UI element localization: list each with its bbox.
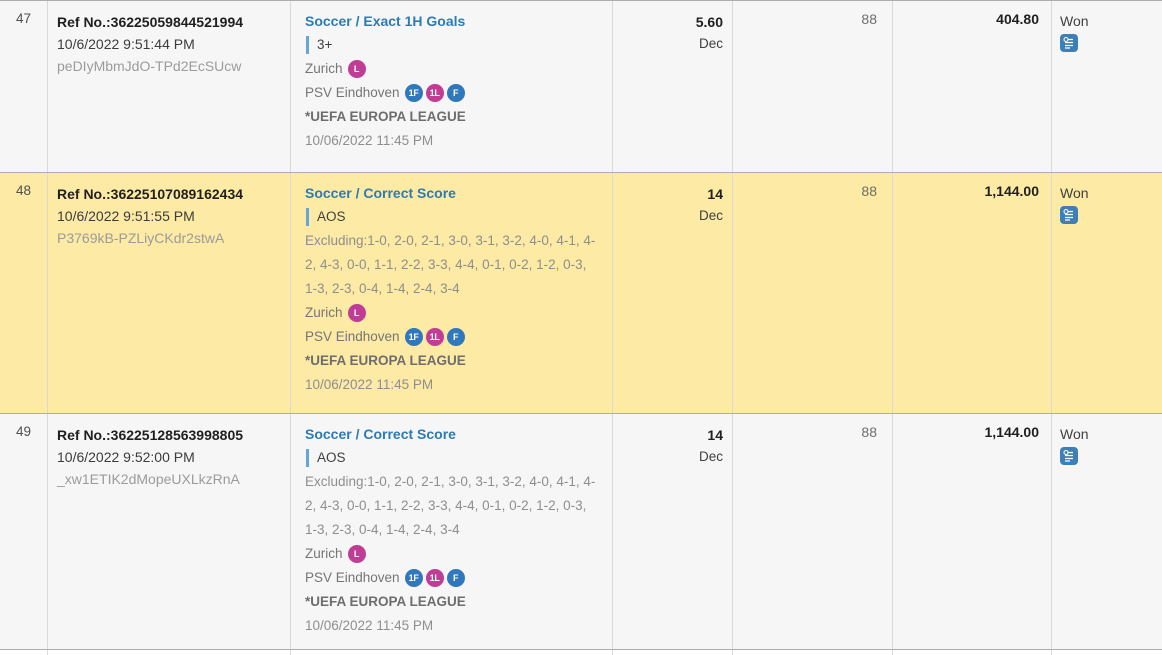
league-name: *UEFA EUROPA LEAGUE xyxy=(305,594,466,609)
user-id: P3769kB-PZLiyCKdr2stwA xyxy=(57,230,225,246)
winnings-cell: 404.80 xyxy=(893,1,1052,172)
table-row: 47 Ref No.:36225059844521994 10/6/2022 9… xyxy=(0,1,1162,173)
placed-time: 10/6/2022 9:51:55 PM xyxy=(57,208,195,224)
odds-cell: 14 Dec xyxy=(613,414,733,649)
home-team-name: Zurich xyxy=(305,305,343,320)
market-link[interactable]: Soccer / Exact 1H Goals xyxy=(305,13,466,29)
selection-label: 3+ xyxy=(306,36,600,54)
placed-time: 10/6/2022 9:51:44 PM xyxy=(57,36,195,52)
status-cell: Won xyxy=(1052,1,1162,172)
status-badge: Won xyxy=(1060,185,1089,201)
betslip-note-icon[interactable] xyxy=(1060,447,1078,465)
favorite-badge-icon: F xyxy=(446,84,465,102)
stake-cell: 88 xyxy=(733,1,893,172)
odds-format: Dec xyxy=(698,449,723,464)
ref-number: Ref No.:36225107089162434 xyxy=(57,186,244,202)
home-team-line: Zurich L xyxy=(305,542,600,566)
odds-cell: 14 Dec xyxy=(613,173,733,413)
stake-cell: 88 xyxy=(733,414,893,649)
home-team-name: Zurich xyxy=(305,546,343,561)
winnings-cell: 1,144.00 xyxy=(893,414,1052,649)
ref-cell: Ref No.:36225107089162434 10/6/2022 9:51… xyxy=(48,173,291,413)
favorite-badge-icon: F xyxy=(446,569,465,587)
user-id: peDIyMbmJdO-TPd2EcSUcw xyxy=(57,58,242,74)
winnings-cell: 1,144.00 xyxy=(893,173,1052,413)
away-team-name: PSV Eindhoven xyxy=(305,329,400,344)
row-number: 48 xyxy=(0,173,48,413)
away-team-line: PSV Eindhoven 1F 1L F xyxy=(305,325,600,349)
market-link[interactable]: Soccer / Correct Score xyxy=(305,185,456,201)
bet-detail-cell: Soccer / Correct Score AOS Excluding:1-0… xyxy=(291,173,613,413)
market-link[interactable]: Soccer / Correct Score xyxy=(305,426,456,442)
betslip-note-icon[interactable] xyxy=(1060,34,1078,52)
row-number: 47 xyxy=(0,1,48,172)
table-row-partial xyxy=(0,650,1162,655)
ref-cell: Ref No.:36225128563998805 10/6/2022 9:52… xyxy=(48,414,291,649)
exclusions-text: Excluding:1-0, 2-0, 2-1, 3-0, 3-1, 3-2, … xyxy=(305,233,596,296)
home-team-name: Zurich xyxy=(305,61,343,76)
stake-cell: 88 xyxy=(733,173,893,413)
status-badge: Won xyxy=(1060,426,1089,442)
event-time: 10/06/2022 11:45 PM xyxy=(305,618,434,633)
odds-cell: 5.60 Dec xyxy=(613,1,733,172)
event-time: 10/06/2022 11:45 PM xyxy=(305,133,434,148)
favorite-badge-icon: F xyxy=(446,328,465,346)
odds-value: 14 xyxy=(707,186,723,202)
row-number: 49 xyxy=(0,414,48,649)
status-cell: Won xyxy=(1052,414,1162,649)
odds-value: 14 xyxy=(707,427,723,443)
ref-cell: Ref No.:36225059844521994 10/6/2022 9:51… xyxy=(48,1,291,172)
first-half-favorite-badge-icon: 1F xyxy=(404,328,423,346)
first-half-live-badge-icon: 1L xyxy=(425,569,444,587)
first-half-live-badge-icon: 1L xyxy=(425,328,444,346)
first-half-live-badge-icon: 1L xyxy=(425,84,444,102)
table-row: 49 Ref No.:36225128563998805 10/6/2022 9… xyxy=(0,414,1162,650)
status-cell: Won xyxy=(1052,173,1162,413)
away-team-line: PSV Eindhoven 1F 1L F xyxy=(305,81,600,105)
status-badge: Won xyxy=(1060,13,1089,29)
odds-format: Dec xyxy=(698,36,723,51)
live-badge-icon: L xyxy=(347,304,366,322)
home-team-line: Zurich L xyxy=(305,301,600,325)
event-time: 10/06/2022 11:45 PM xyxy=(305,377,434,392)
away-team-name: PSV Eindhoven xyxy=(305,85,400,100)
league-name: *UEFA EUROPA LEAGUE xyxy=(305,353,466,368)
live-badge-icon: L xyxy=(347,60,366,78)
user-id: _xw1ETIK2dMopeUXLkzRnA xyxy=(57,471,240,487)
away-team-name: PSV Eindhoven xyxy=(305,570,400,585)
exclusions-text: Excluding:1-0, 2-0, 2-1, 3-0, 3-1, 3-2, … xyxy=(305,474,596,537)
first-half-favorite-badge-icon: 1F xyxy=(404,569,423,587)
odds-format: Dec xyxy=(698,208,723,223)
betslip-note-icon[interactable] xyxy=(1060,206,1078,224)
table-row-highlighted: 48 Ref No.:36225107089162434 10/6/2022 9… xyxy=(0,173,1162,414)
away-team-line: PSV Eindhoven 1F 1L F xyxy=(305,566,600,590)
league-name: *UEFA EUROPA LEAGUE xyxy=(305,109,466,124)
selection-label: AOS xyxy=(306,208,600,226)
odds-value: 5.60 xyxy=(695,14,723,30)
ref-number: Ref No.:36225128563998805 xyxy=(57,427,244,443)
ref-number: Ref No.:36225059844521994 xyxy=(57,14,244,30)
live-badge-icon: L xyxy=(347,545,366,563)
first-half-favorite-badge-icon: 1F xyxy=(404,84,423,102)
bet-detail-cell: Soccer / Exact 1H Goals 3+ Zurich L PSV … xyxy=(291,1,613,172)
selection-label: AOS xyxy=(306,449,600,467)
placed-time: 10/6/2022 9:52:00 PM xyxy=(57,449,195,465)
home-team-line: Zurich L xyxy=(305,57,600,81)
bet-detail-cell: Soccer / Correct Score AOS Excluding:1-0… xyxy=(291,414,613,649)
